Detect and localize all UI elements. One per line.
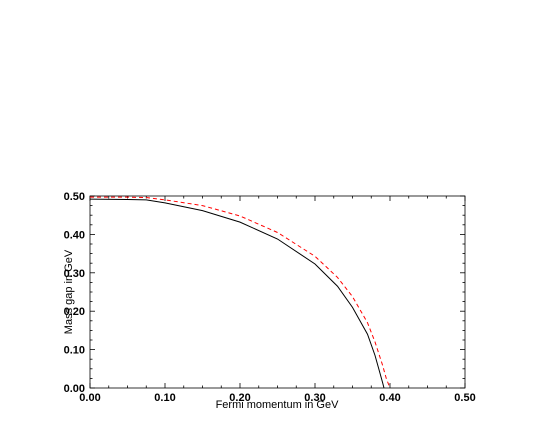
y-tick-label: 0.00: [64, 383, 85, 395]
x-tick-label: 0.50: [454, 392, 475, 404]
plot-frame: [89, 195, 466, 389]
series-layer: [89, 196, 391, 389]
tick-labels: 0.00 0.10 0.20 0.30 0.40 0.50 0.00 0.10 0.20 0.30…: [64, 191, 476, 404]
series-line-solid: [89, 198, 385, 389]
x-axis-label: Fermi momentum in GeV: [216, 399, 340, 411]
x-tick-label: 0.00: [79, 392, 100, 404]
y-tick-label: 0.40: [64, 229, 85, 241]
x-tick-label: 0.10: [154, 392, 175, 404]
x-tick-label: 0.40: [379, 392, 400, 404]
y-axis-label: Mass gap in GeV: [63, 249, 75, 334]
y-tick-label: 0.20: [64, 306, 85, 318]
y-tick-label: 0.50: [64, 191, 85, 203]
y-tick-label: 0.10: [64, 345, 85, 357]
x-tick-label: 0.30: [304, 392, 325, 404]
y-tick-label: 0.30: [64, 268, 85, 280]
x-tick-label: 0.20: [229, 392, 250, 404]
ticks: [89, 195, 466, 389]
series-line-dashed: [90, 196, 391, 389]
